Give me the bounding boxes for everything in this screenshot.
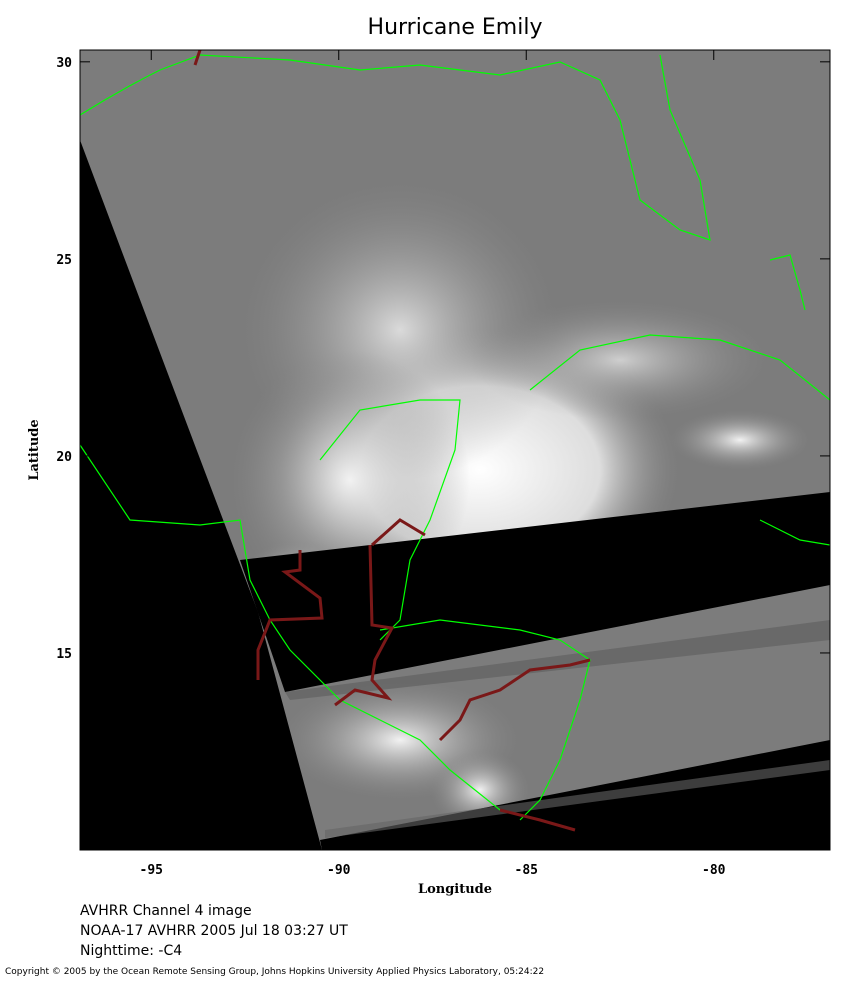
copyright: Copyright © 2005 by the Ocean Remote Sen… [5,967,544,977]
y-axis-label: Latitude [27,419,42,480]
y-tick-label: 20 [56,450,72,465]
caption: NOAA-17 AVHRR 2005 Jul 18 03:27 UT [80,923,348,939]
caption: Nighttime: -C4 [80,943,182,959]
y-tick-label: 25 [56,253,72,268]
satellite-image [80,50,830,850]
title: Hurricane Emily [368,15,543,40]
caption: AVHRR Channel 4 image [80,903,252,919]
y-tick-label: 15 [56,647,72,662]
x-tick-label: -85 [515,863,538,878]
y-tick-label: 30 [56,56,72,71]
x-tick-label: -80 [702,863,726,878]
borders [193,50,591,832]
x-axis-label: Longitude [418,882,492,897]
x-tick-label: -90 [327,863,351,878]
x-tick-label: -95 [140,863,163,878]
plot-frame [79,49,831,851]
